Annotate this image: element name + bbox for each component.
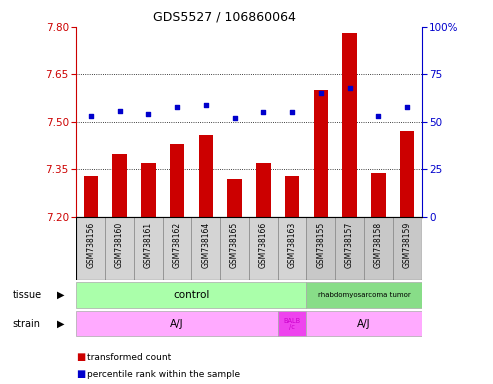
Text: GSM738156: GSM738156 xyxy=(86,222,95,268)
Bar xyxy=(307,217,335,280)
Text: ■: ■ xyxy=(76,352,86,362)
Bar xyxy=(335,217,364,280)
Text: A/J: A/J xyxy=(170,318,184,329)
Bar xyxy=(76,311,278,336)
Bar xyxy=(393,217,422,280)
Bar xyxy=(400,131,414,217)
Bar xyxy=(191,217,220,280)
Text: transformed count: transformed count xyxy=(87,353,172,362)
Text: GSM738158: GSM738158 xyxy=(374,222,383,268)
Text: GSM738159: GSM738159 xyxy=(403,222,412,268)
Text: GSM738166: GSM738166 xyxy=(259,222,268,268)
Text: GDS5527 / 106860064: GDS5527 / 106860064 xyxy=(153,10,296,23)
Bar xyxy=(343,33,357,217)
Bar xyxy=(220,217,249,280)
Bar xyxy=(278,311,307,336)
Text: GSM738157: GSM738157 xyxy=(345,222,354,268)
Bar xyxy=(112,154,127,217)
Text: GSM738155: GSM738155 xyxy=(317,222,325,268)
Bar xyxy=(76,282,307,308)
Text: tissue: tissue xyxy=(12,290,41,300)
Point xyxy=(115,108,123,114)
Bar xyxy=(76,217,105,280)
Text: GSM738161: GSM738161 xyxy=(144,222,153,268)
Bar xyxy=(170,144,184,217)
Point xyxy=(403,104,411,110)
Point xyxy=(346,84,353,91)
Bar xyxy=(285,176,299,217)
Text: ▶: ▶ xyxy=(57,290,64,300)
Bar xyxy=(314,90,328,217)
Bar xyxy=(141,163,155,217)
Point xyxy=(231,115,239,121)
Point xyxy=(144,111,152,118)
Bar xyxy=(84,176,98,217)
Point xyxy=(173,104,181,110)
Bar xyxy=(364,217,393,280)
Bar xyxy=(249,217,278,280)
Text: strain: strain xyxy=(12,318,40,329)
Text: GSM738163: GSM738163 xyxy=(287,222,297,268)
Bar xyxy=(278,217,307,280)
Bar xyxy=(371,173,386,217)
Text: ▶: ▶ xyxy=(57,318,64,329)
Bar xyxy=(163,217,191,280)
Point xyxy=(259,109,267,116)
Bar xyxy=(134,217,163,280)
Text: ■: ■ xyxy=(76,369,86,379)
Text: GSM738162: GSM738162 xyxy=(173,222,181,268)
Point xyxy=(202,102,210,108)
Point xyxy=(317,90,325,96)
Bar xyxy=(307,311,422,336)
Text: GSM738160: GSM738160 xyxy=(115,222,124,268)
Bar xyxy=(105,217,134,280)
Text: BALB
/c: BALB /c xyxy=(283,318,301,329)
Text: A/J: A/J xyxy=(357,318,371,329)
Text: GSM738165: GSM738165 xyxy=(230,222,239,268)
Bar xyxy=(227,179,242,217)
Point xyxy=(288,109,296,116)
Point xyxy=(87,113,95,119)
Text: GSM738164: GSM738164 xyxy=(201,222,211,268)
Bar xyxy=(199,135,213,217)
Point xyxy=(375,113,383,119)
Text: control: control xyxy=(173,290,210,300)
Bar xyxy=(256,163,271,217)
Bar xyxy=(307,282,422,308)
Text: rhabdomyosarcoma tumor: rhabdomyosarcoma tumor xyxy=(317,292,410,298)
Text: percentile rank within the sample: percentile rank within the sample xyxy=(87,370,241,379)
